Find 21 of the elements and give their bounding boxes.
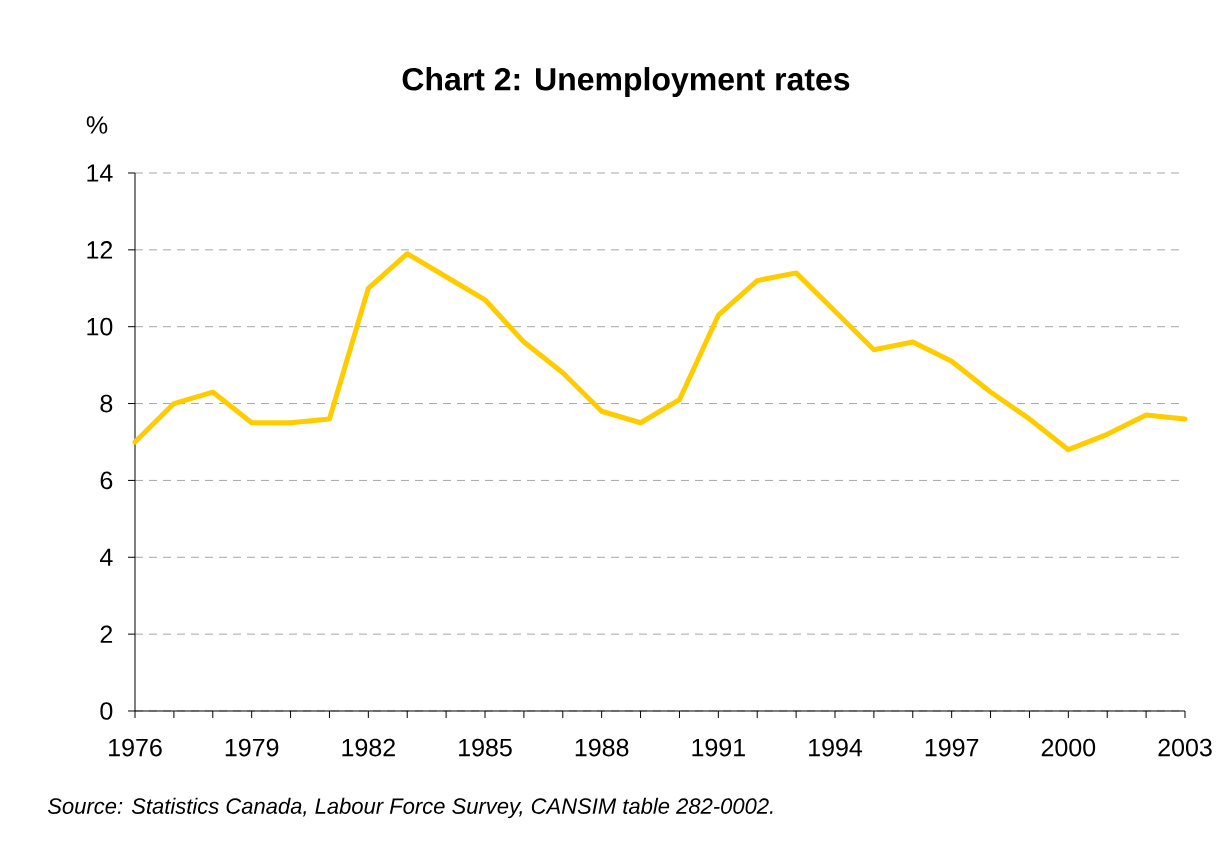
x-tick-label: 1979 xyxy=(225,738,279,757)
y-tick-label: 10 xyxy=(87,317,113,336)
x-tick-label: 1988 xyxy=(575,738,629,757)
y-tick-label: 2 xyxy=(100,625,113,643)
x-tick-label: 1976 xyxy=(109,738,162,757)
y-tick-label: 4 xyxy=(99,548,113,566)
x-tick-label: 2000 xyxy=(1041,738,1096,757)
y-axis-title: % xyxy=(86,116,108,134)
chart-title: Chart 2: Unemployment rates xyxy=(402,67,850,97)
x-tick-label: 1991 xyxy=(692,738,745,757)
x-tick-label: 1994 xyxy=(809,738,863,757)
y-tick-label: 12 xyxy=(87,241,113,259)
y-tick-label: 14 xyxy=(87,164,113,182)
x-tick-label: 1985 xyxy=(459,738,512,757)
y-tick-label: 8 xyxy=(100,394,113,413)
source-note: Source: Statistics Canada, Labour Force Survey, CANSIM table 282-0002. xyxy=(47,797,773,819)
y-tick-label: 6 xyxy=(100,471,113,490)
x-tick-label: 1982 xyxy=(342,738,395,757)
x-tick-label: 1997 xyxy=(925,738,979,757)
y-tick-label: 0 xyxy=(100,702,113,720)
x-tick-label: 2003 xyxy=(1158,738,1212,757)
